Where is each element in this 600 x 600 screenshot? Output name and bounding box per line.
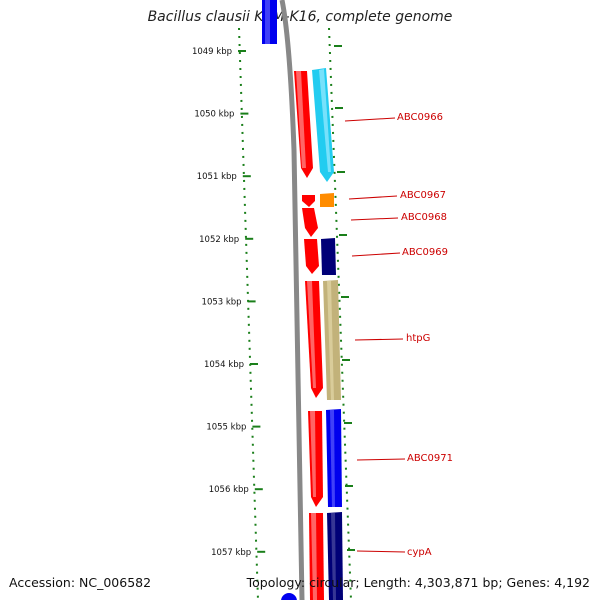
gene-red-3[interactable] [302,208,318,237]
gene-abc0969[interactable] [321,238,336,275]
forward-strand-genes [294,71,324,600]
gene-abc0967[interactable] [320,193,334,207]
scale-tick-label: 1051 kbp [197,172,237,182]
genome-backbone [279,0,305,600]
scale-tick-label: 1052 kbp [199,235,239,245]
accession-text: Accession: NC_006582 [9,575,152,590]
scale-tick-label: 1056 kbp [209,485,249,495]
gene-label-abc0971[interactable]: ABC0971 [407,453,453,464]
gene-red-2[interactable] [302,195,315,207]
gene-cypa[interactable] [327,512,343,600]
gene-red-6[interactable] [308,411,323,507]
gene-abc0966[interactable] [312,68,334,182]
scale-ticks: 1049 kbp 1050 kbp 1051 kbp 1052 kbp 1053 kbp… [192,47,266,558]
gene-red-4[interactable] [304,239,319,274]
gene-labels: ABC0966 ABC0967 ABC0968 ABC0969 htpG ABC… [397,112,453,558]
gene-abc0971[interactable] [326,409,342,507]
gene-label-abc0968[interactable]: ABC0968 [401,212,447,223]
map-title: Bacillus clausii KSM-K16, complete genom… [147,9,453,25]
scale-tick-label: 1055 kbp [206,423,246,433]
scale-tick-label: 1050 kbp [194,110,234,120]
gene-red-7[interactable] [309,513,324,600]
gene-htpg[interactable] [323,280,341,400]
scale-tick-label: 1053 kbp [202,297,242,307]
gene-red-1[interactable] [294,71,313,178]
scale-tick-label: 1057 kbp [211,548,251,558]
genome-summary-text: Topology: circular; Length: 4,303,871 bp… [246,575,590,590]
gene-top-fragment[interactable] [262,0,277,44]
gene-label-cypa[interactable]: cypA [407,547,432,558]
bottom-marker [281,593,297,600]
scale-tick-label: 1049 kbp [192,47,232,57]
gene-label-abc0967[interactable]: ABC0967 [400,190,446,201]
reverse-strand-genes [312,68,343,600]
gene-red-5[interactable] [305,281,323,398]
gene-leader-lines [344,117,406,553]
right-minor-ticks [334,45,355,551]
gene-label-abc0969[interactable]: ABC0969 [402,247,448,258]
gene-label-htpg[interactable]: htpG [406,333,430,344]
gene-label-abc0966[interactable]: ABC0966 [397,112,443,123]
scale-tick-label: 1054 kbp [204,360,244,370]
